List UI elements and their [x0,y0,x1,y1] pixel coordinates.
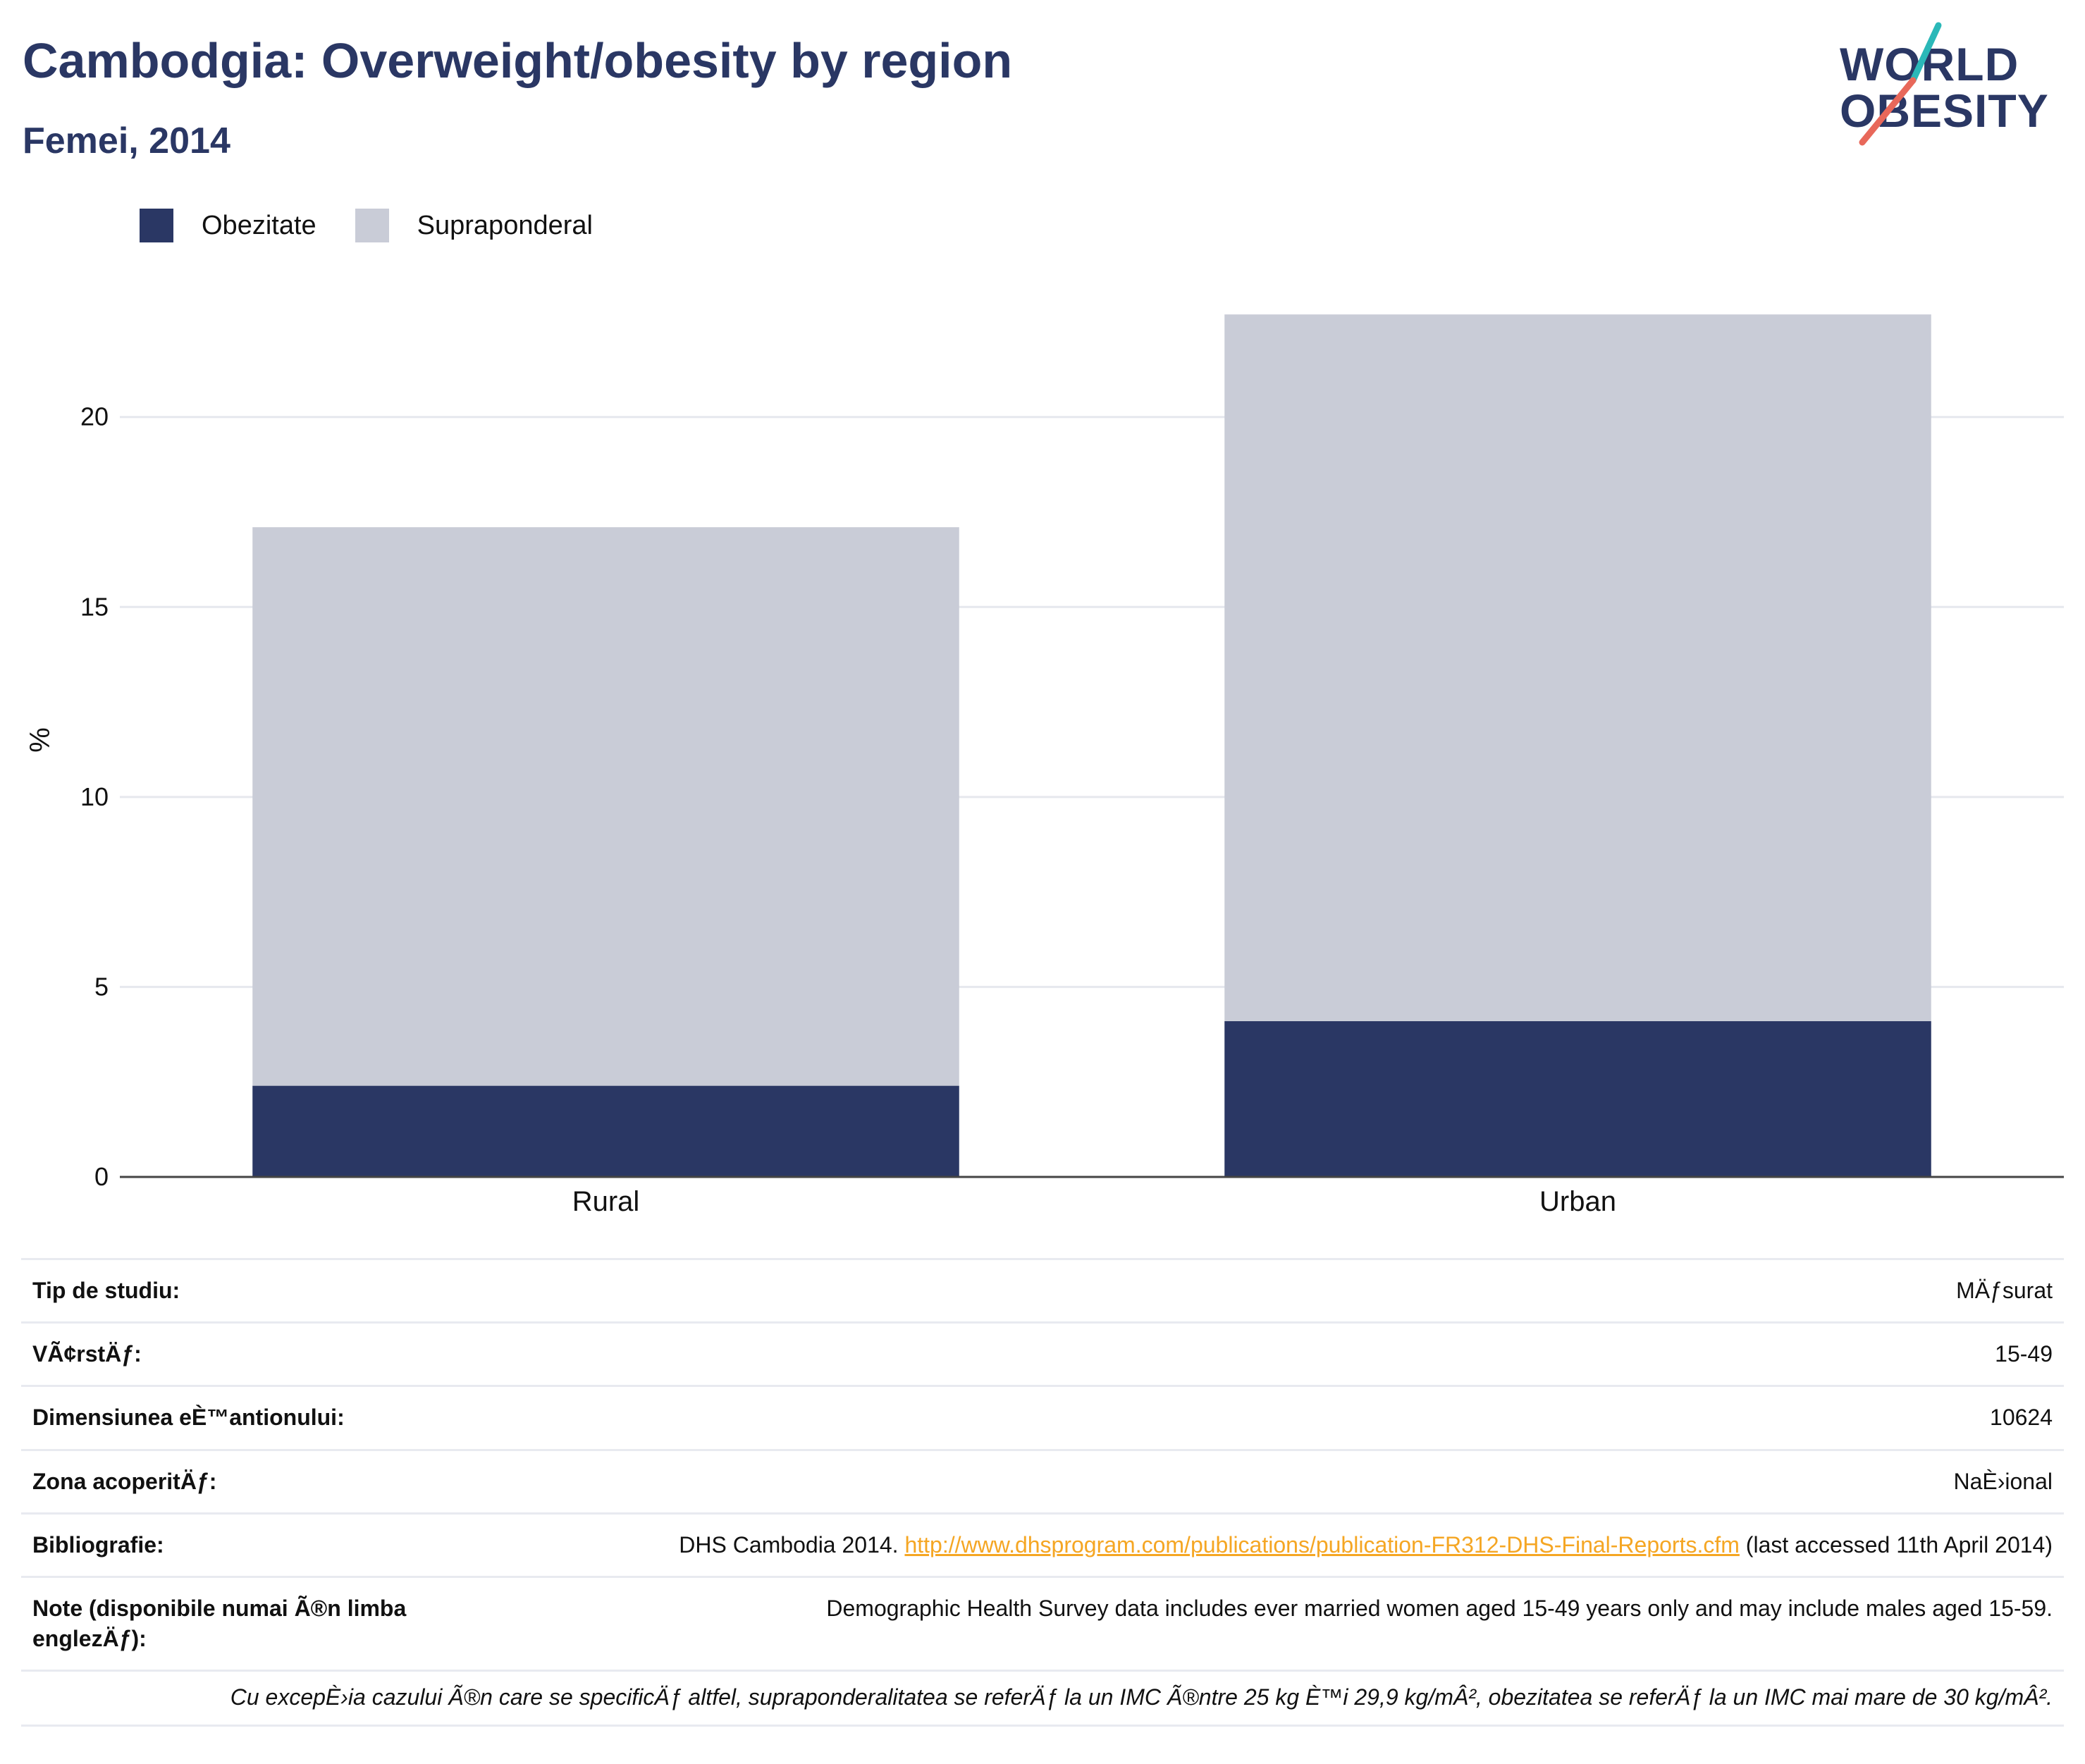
table-row: Tip de studiu: MÄƒsurat [21,1257,2064,1323]
table-row: Dimensiunea eÈ™antionului: 10624 [21,1385,2064,1450]
row-value-bibliography: DHS Cambodia 2014. http://www.dhsprogram… [495,1512,2064,1577]
row-key-sample-size: Dimensiunea eÈ™antionului: [21,1385,495,1450]
row-key-age: VÃ¢rstÄƒ: [21,1321,495,1386]
definition-footnote: Cu excepÈ›ia cazului Ã®n care se specifi… [21,1670,2064,1727]
survey-info-table: Tip de studiu: MÄƒsurat VÃ¢rstÄƒ: 15-49 … [21,1257,2064,1672]
logo-slash-icon [1859,22,1942,146]
x-tick-label: Urban [1539,1186,1616,1217]
y-tick-label: 0 [94,1162,109,1191]
table-row: VÃ¢rstÄƒ: 15-49 [21,1321,2064,1386]
row-value-study-type: MÄƒsurat [495,1257,2064,1323]
bar-rural-obezitate [252,1085,959,1177]
row-value-notes: Demographic Health Survey data includes … [495,1575,2064,1672]
row-value-sample-size: 10624 [495,1385,2064,1450]
bibliography-link[interactable]: http://www.dhsprogram.com/publications/p… [904,1531,1740,1558]
table-row: Bibliografie: DHS Cambodia 2014. http://… [21,1512,2064,1577]
chart-subtitle: Femei, 2014 [23,121,230,161]
row-key-bibliography: Bibliografie: [21,1512,495,1577]
bar-urban-obezitate [1224,1020,1931,1177]
row-value-coverage: NaÈ›ional [495,1448,2064,1514]
table-row: Zona acoperitÄƒ: NaÈ›ional [21,1448,2064,1514]
y-tick-label: 5 [94,972,109,1001]
bibliography-suffix: (last accessed 11th April 2014) [1739,1531,2053,1558]
row-key-study-type: Tip de studiu: [21,1257,495,1323]
table-row: Note (disponibile numai Ã®n limba englez… [21,1575,2064,1672]
bar-rural-supraponderal [252,527,959,1086]
chart-title: Cambodgia: Overweight/obesity by region [23,33,1013,88]
x-tick-label: Rural [572,1186,640,1217]
legend-item-overweight[interactable]: Supraponderal [355,209,593,242]
world-obesity-logo: WORLD OBESITY [1840,21,2072,148]
row-value-age: 15-49 [495,1321,2064,1386]
bar-urban-supraponderal [1224,314,1931,1021]
y-tick-label: 15 [80,592,109,621]
row-key-coverage: Zona acoperitÄƒ: [21,1448,495,1514]
row-key-notes: Note (disponibile numai Ã®n limba englez… [21,1575,495,1672]
chart-legend: Obezitate Supraponderal [140,209,632,242]
bibliography-prefix: DHS Cambodia 2014. [679,1531,905,1558]
legend-item-obesity[interactable]: Obezitate [140,209,316,242]
legend-swatch-overweight [355,209,389,242]
y-tick-label: 10 [80,782,109,811]
legend-swatch-obesity [140,209,173,242]
y-axis-label: % [25,727,56,753]
legend-label-overweight: Supraponderal [417,210,593,240]
y-tick-label: 20 [80,402,109,431]
bar-chart: 0 5 10 15 20% Rural Urban [25,314,2064,1217]
legend-label-obesity: Obezitate [202,210,316,240]
